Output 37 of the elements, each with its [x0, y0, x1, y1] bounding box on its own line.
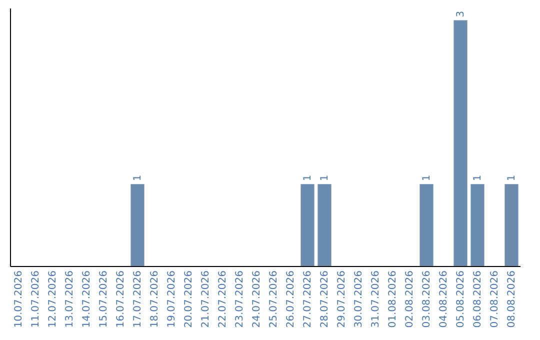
- x-tick-label: 11.07.2026: [30, 270, 42, 328]
- x-tick-label: 29.07.2026: [336, 270, 348, 328]
- data-label: 1: [132, 174, 144, 182]
- x-tick-label: 31.07.2026: [370, 270, 382, 328]
- x-tick-label: 12.07.2026: [48, 270, 58, 328]
- data-label: 3: [456, 10, 466, 18]
- x-tick-label: 23.07.2026: [234, 270, 246, 328]
- x-tick-label: 27.07.2026: [302, 270, 314, 328]
- x-tick-label: 07.08.2026: [490, 270, 500, 328]
- x-tick-label: 20.07.2026: [184, 270, 194, 328]
- x-tick-label: 21.07.2026: [200, 270, 212, 328]
- x-tick-label: 10.07.2026: [14, 270, 24, 328]
- x-tick-label: 25.07.2026: [268, 270, 280, 328]
- data-label: 1: [422, 174, 432, 182]
- x-tick-label: 19.07.2026: [166, 270, 178, 328]
- data-label: 1: [302, 174, 314, 182]
- x-tick-label: 14.07.2026: [82, 270, 92, 328]
- x-tick-label: 24.07.2026: [252, 270, 262, 328]
- x-tick-label: 28.07.2026: [320, 270, 330, 328]
- x-tick-label: 06.08.2026: [472, 270, 484, 328]
- data-label: 1: [320, 174, 330, 182]
- x-tick-label: 04.08.2026: [438, 270, 450, 328]
- x-tick-label: 03.08.2026: [422, 270, 432, 328]
- x-tick-label: 16.07.2026: [116, 270, 126, 328]
- x-tick-label: 26.07.2026: [286, 270, 296, 328]
- x-tick-label: 17.07.2026: [132, 270, 144, 328]
- x-tick-label: 18.07.2026: [150, 270, 160, 328]
- x-tick-label: 13.07.2026: [64, 270, 76, 328]
- x-tick-label: 05.08.2026: [456, 270, 466, 328]
- data-label: 1: [506, 174, 518, 182]
- x-tick-label: 30.07.2026: [354, 270, 364, 328]
- data-label: 1: [472, 174, 484, 182]
- x-tick-label: 22.07.2026: [218, 270, 228, 328]
- x-tick-label: 01.08.2026: [388, 270, 398, 328]
- x-tick-label: 15.07.2026: [98, 270, 110, 328]
- x-tick-label: 08.08.2026: [506, 270, 518, 328]
- x-tick-label: 02.08.2026: [404, 270, 416, 328]
